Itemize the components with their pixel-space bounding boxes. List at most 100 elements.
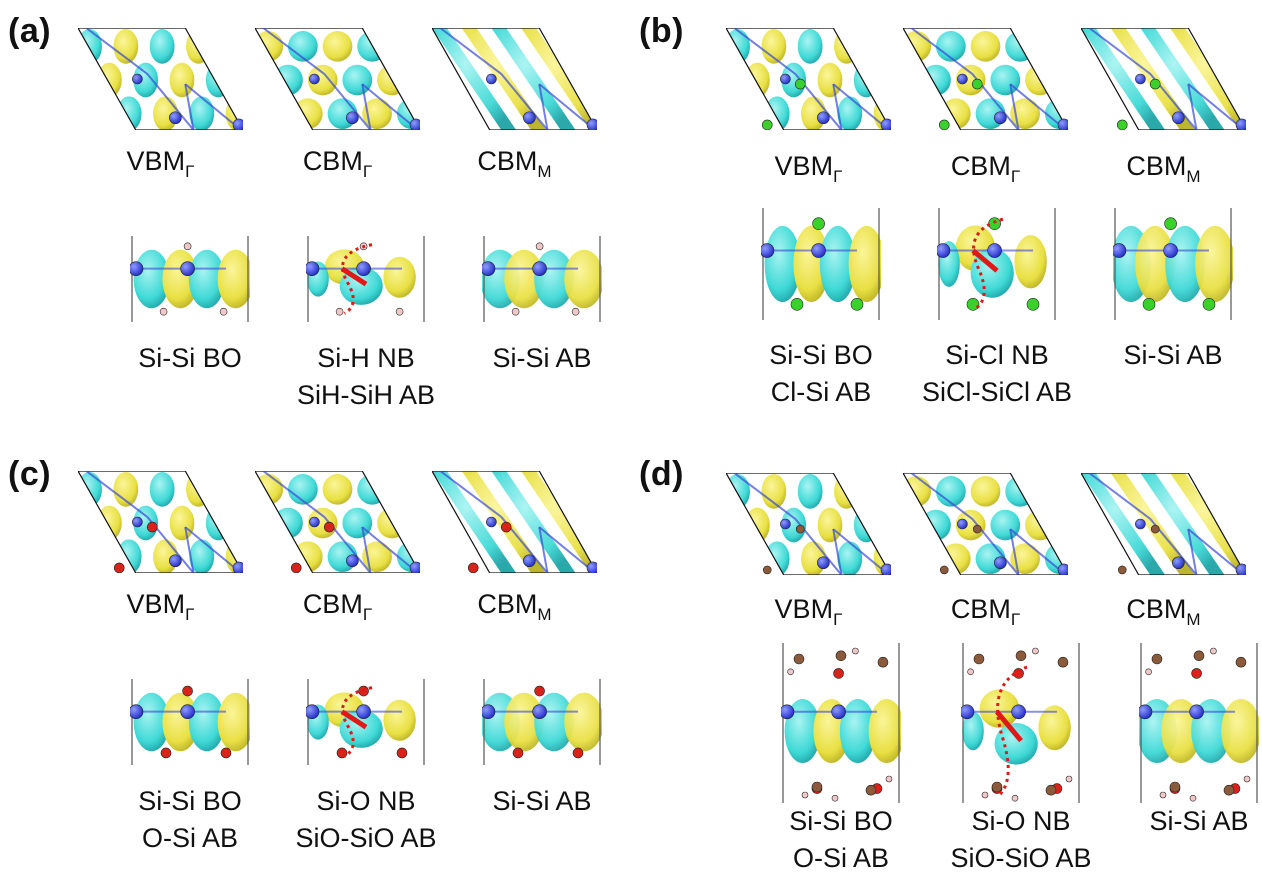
bonding-character-label: Si-Cl NB: [945, 340, 1049, 370]
orbital-caption: CBMM: [432, 146, 597, 181]
substituent-atom-sphere: [1191, 668, 1202, 679]
substituent-atom-sphere: [467, 562, 479, 573]
substituent-atom-sphere: [972, 524, 982, 534]
orbital-label: VBM: [774, 151, 834, 181]
substituent-atom-sphere: [220, 747, 232, 759]
atom-sphere: [1057, 563, 1068, 575]
atom-sphere: [486, 516, 497, 528]
hydrogen-atom-sphere: [787, 668, 794, 676]
panel-label: (b): [639, 12, 684, 50]
top-view-cell: [1081, 473, 1246, 575]
substituent-atom-sphere: [1117, 565, 1127, 575]
atom-sphere: [356, 261, 371, 276]
orbital-label: CBM: [477, 146, 538, 176]
k-point-subscript: Γ: [362, 605, 373, 624]
side-view-cell: [306, 236, 426, 322]
substituent-atom-sphere: [1150, 524, 1160, 534]
k-point-subscript: Γ: [833, 167, 843, 186]
atom-sphere: [761, 243, 775, 258]
panel-label: (d): [639, 455, 684, 493]
bonding-character-label: SiO-SiO AB: [295, 823, 437, 853]
atom-sphere: [1057, 118, 1068, 130]
substituent-atom-sphere: [323, 521, 335, 533]
atom-sphere: [309, 73, 320, 85]
hydrogen-atom-sphere: [967, 668, 974, 676]
orbital-label: CBM: [1126, 151, 1187, 181]
atom-sphere: [486, 73, 497, 85]
carbon-atom-sphere: [835, 650, 847, 662]
k-point-subscript: Γ: [185, 162, 195, 181]
hydrogen-atom-sphere: [852, 647, 859, 655]
substituent-atom-sphere: [833, 668, 844, 679]
hydrogen-atom-sphere: [219, 307, 228, 316]
side-view-cell: [482, 679, 602, 765]
atom-sphere: [356, 704, 371, 719]
orbital-label: CBM: [950, 151, 1011, 181]
atom-sphere: [346, 111, 359, 125]
atom-sphere: [180, 704, 195, 719]
isosurface-rhombus-cell: [1081, 28, 1246, 130]
atom-sphere: [523, 111, 536, 125]
atom-sphere: [1113, 243, 1127, 258]
top-view-cell: [726, 473, 891, 575]
substituent-atom-sphere: [182, 685, 193, 697]
orbital-label: VBM: [126, 146, 186, 176]
substituent-atom-sphere: [966, 298, 980, 311]
isosurface-side-cell: [1113, 208, 1233, 320]
orbital-caption: VBMΓ: [726, 596, 891, 629]
substituent-atom-sphere: [761, 119, 773, 130]
k-point-subscript: M: [1186, 167, 1201, 186]
hydrogen-atom-sphere: [801, 791, 809, 799]
atom-sphere: [1235, 118, 1246, 130]
orbital-caption: VBMΓ: [78, 146, 243, 181]
carbon-atom-sphere: [793, 653, 805, 665]
atom-sphere: [532, 261, 547, 276]
orbital-caption: CBMΓ: [903, 151, 1068, 186]
carbon-atom-sphere: [991, 781, 1003, 793]
isosurface-rhombus-cell: [432, 28, 597, 130]
atom-sphere: [169, 554, 182, 568]
carbon-atom-sphere: [1045, 784, 1057, 796]
side-view-cell: [781, 643, 901, 803]
figure-panel: (a) VBMΓ CBMΓ CBMM Si-Si BO Si-H NB SiH-SiH AB…: [0, 0, 631, 443]
top-view-cell: [903, 473, 1068, 575]
isosurface-rhombus-cell: [255, 471, 420, 573]
hydrogen-atom-sphere: [395, 307, 404, 316]
isosurface-side-cell: [130, 236, 250, 322]
substituent-atom-sphere: [396, 747, 408, 759]
bonding-character-label: Si-Si AB: [492, 343, 592, 373]
carbon-atom-sphere: [1015, 650, 1027, 662]
hydrogen-atom-sphere: [1011, 794, 1019, 802]
atom-sphere: [1139, 704, 1153, 720]
atom-sphere: [409, 561, 420, 573]
bonding-character-label: SiO-SiO AB: [950, 843, 1092, 873]
hydrogen-atom-sphere: [885, 775, 893, 783]
carbon-atom-sphere: [973, 653, 985, 665]
hydrogen-atom-sphere: [535, 242, 544, 251]
atom-sphere: [781, 704, 795, 720]
side-view-cell: [130, 679, 250, 765]
isosurface-side-cell: [306, 236, 425, 322]
substituent-atom-sphere: [1116, 119, 1128, 130]
isosurface-side-cell: [482, 679, 602, 765]
substituent-atom-sphere: [812, 217, 825, 230]
atom-sphere: [817, 556, 830, 570]
panel-label: (c): [8, 455, 52, 493]
orbital-caption: CBMΓ: [255, 591, 420, 624]
orbital-label: CBM: [950, 594, 1011, 624]
substituent-atom-sphere: [500, 521, 512, 533]
isosurface-side-cell: [130, 679, 250, 765]
isosurface-rhombus-cell: [78, 471, 243, 573]
orbital-caption: CBMΓ: [903, 594, 1068, 629]
bonding-character-label: O-Si AB: [792, 843, 890, 873]
hydrogen-atom-sphere: [1145, 668, 1152, 676]
substituent-atom-sphere: [290, 562, 302, 573]
hydrogen-atom-sphere: [1243, 775, 1251, 783]
substituent-atom-sphere: [988, 217, 1001, 230]
atom-sphere: [780, 73, 791, 85]
k-point-subscript: Γ: [833, 610, 843, 629]
carbon-atom-sphere: [1151, 653, 1163, 665]
figure-panel: (c) VBMΓ CBMΓ CBMM Si-Si BO O-Si AB Si-O NB SiO…: [0, 443, 631, 886]
substituent-atom-sphere: [971, 78, 983, 90]
atom-sphere: [306, 704, 320, 719]
